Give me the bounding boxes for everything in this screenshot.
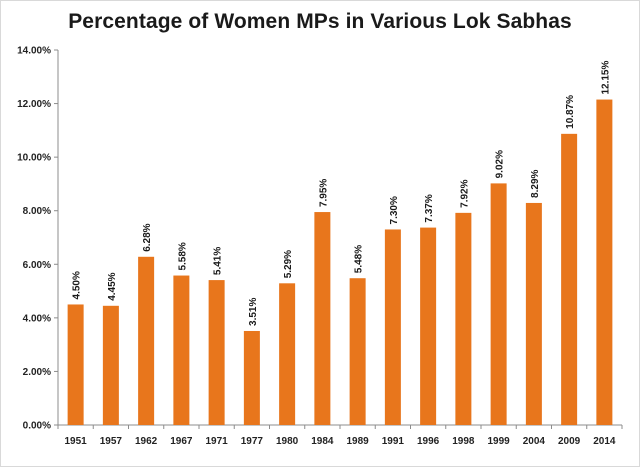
data-label: 7.95% xyxy=(318,179,329,207)
data-label: 6.28% xyxy=(142,223,153,251)
bar-1991 xyxy=(384,229,401,425)
x-tick-label: 1999 xyxy=(488,436,511,447)
data-label: 3.51% xyxy=(248,298,259,326)
bar-2014 xyxy=(596,99,613,425)
y-tick-label: 14.00% xyxy=(17,46,51,57)
bars xyxy=(67,99,613,425)
data-labels: 4.50% 4.45% 6.28% 5.58% 5.41% 3.51% 5.29% 7.95%… xyxy=(72,61,612,326)
x-tick-label: 1977 xyxy=(241,436,264,447)
data-label: 7.92% xyxy=(459,179,470,207)
x-tick-label: 1998 xyxy=(452,436,475,447)
x-tick-label: 2009 xyxy=(558,436,581,447)
x-tick-label: 1962 xyxy=(135,436,158,447)
bar-1989 xyxy=(349,278,366,425)
bar-1980 xyxy=(279,283,296,425)
bar-2009 xyxy=(561,133,578,425)
x-tick-label: 1984 xyxy=(311,436,334,447)
y-axis: 0.00% 2.00% 4.00% 6.00% 8.00% 10.00% 12.00% 14.… xyxy=(17,46,59,432)
y-tick-label: 4.00% xyxy=(23,313,51,324)
data-label: 5.41% xyxy=(213,247,224,275)
y-tick-label: 10.00% xyxy=(17,153,51,164)
x-axis: 1951 1957 1962 1967 1971 1977 1980 1984 1989 1991… xyxy=(57,424,623,447)
y-tick-label: 0.00% xyxy=(23,421,51,432)
y-tick-label: 12.00% xyxy=(17,99,51,110)
y-tick-label: 6.00% xyxy=(23,260,51,271)
data-label: 4.50% xyxy=(72,271,83,299)
bar-1999 xyxy=(490,183,507,425)
x-tick-label: 2004 xyxy=(523,436,546,447)
y-tick-label: 8.00% xyxy=(23,206,51,217)
x-tick-label: 1980 xyxy=(276,436,299,447)
bar-1967 xyxy=(173,275,190,425)
x-tick-label: 1991 xyxy=(382,436,405,447)
data-label: 4.45% xyxy=(107,272,118,300)
data-label: 5.29% xyxy=(283,250,294,278)
bar-1951 xyxy=(67,304,84,425)
x-tick-label: 2014 xyxy=(593,436,616,447)
data-label: 12.15% xyxy=(600,61,611,95)
data-label: 7.37% xyxy=(424,194,435,222)
data-label: 10.87% xyxy=(565,95,576,129)
bar-1984 xyxy=(314,212,331,425)
x-tick-label: 1951 xyxy=(65,436,88,447)
bar-2004 xyxy=(525,202,542,425)
x-tick-label: 1957 xyxy=(100,436,123,447)
data-label: 7.30% xyxy=(389,196,400,224)
data-label: 5.58% xyxy=(177,242,188,270)
bar-1998 xyxy=(455,212,472,425)
x-tick-label: 1971 xyxy=(206,436,229,447)
x-tick-label: 1996 xyxy=(417,436,440,447)
x-tick-label: 1967 xyxy=(170,436,193,447)
bar-1957 xyxy=(102,305,119,425)
bar-1996 xyxy=(420,227,437,425)
data-label: 8.29% xyxy=(530,169,541,197)
data-label: 5.48% xyxy=(354,245,365,273)
bar-1977 xyxy=(243,330,260,425)
y-tick-label: 2.00% xyxy=(23,367,51,378)
chart-title: Percentage of Women MPs in Various Lok S… xyxy=(68,10,572,33)
bar-1962 xyxy=(138,256,155,425)
x-tick-label: 1989 xyxy=(347,436,370,447)
bar-1971 xyxy=(208,280,225,425)
data-label: 9.02% xyxy=(495,150,506,178)
